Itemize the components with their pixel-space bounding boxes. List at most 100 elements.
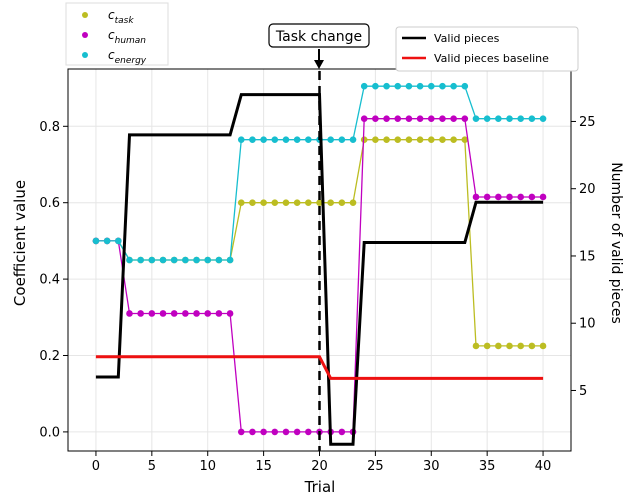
point-c-task	[528, 342, 536, 350]
x-tick-label: 0	[92, 459, 100, 474]
y-axis-right: 5 10 15 20 25	[571, 115, 596, 399]
point-c-energy	[148, 256, 156, 264]
task-change-label: Task change	[275, 29, 362, 45]
point-c-energy	[293, 136, 301, 143]
point-c-task	[506, 342, 513, 350]
point-c-task	[383, 136, 390, 143]
point-c-human	[170, 310, 178, 317]
x-tick-label: 10	[199, 459, 216, 474]
point-c-human	[293, 428, 301, 436]
point-c-energy	[237, 136, 245, 143]
point-c-energy	[349, 136, 357, 143]
point-c-human	[394, 115, 402, 122]
point-c-energy	[193, 256, 200, 264]
x-tick-label: 35	[479, 459, 496, 474]
point-c-human	[495, 193, 502, 201]
legend-label-valid-pieces-baseline: Valid pieces baseline	[434, 52, 549, 65]
point-c-energy	[282, 136, 290, 143]
point-c-human	[282, 428, 290, 436]
point-c-human	[226, 310, 234, 317]
point-c-human	[517, 193, 524, 201]
point-c-human	[305, 428, 312, 436]
point-c-task	[338, 199, 346, 206]
x-tick-label: 30	[423, 459, 440, 474]
point-c-human	[416, 115, 424, 122]
legend-swatch-c-human	[82, 32, 88, 38]
point-c-energy	[495, 115, 502, 122]
point-c-human	[383, 115, 390, 122]
y-left-tick-label: 0.0	[39, 425, 60, 440]
point-c-energy	[427, 82, 435, 90]
point-c-energy	[115, 237, 122, 245]
point-c-task	[472, 342, 480, 350]
point-c-energy	[506, 115, 513, 122]
point-c-energy	[305, 136, 312, 143]
x-axis-label: Trial	[304, 478, 336, 496]
legend-label-c-task: ctask	[108, 8, 134, 26]
point-c-human	[271, 428, 279, 436]
point-c-human	[215, 310, 223, 317]
point-c-energy	[372, 82, 379, 90]
task-change-box	[268, 23, 370, 48]
point-c-human	[159, 310, 167, 317]
x-tick-label: 20	[311, 459, 328, 474]
point-c-task	[461, 136, 469, 143]
legend-swatch-c-energy	[82, 52, 88, 58]
point-c-human	[237, 428, 245, 436]
point-c-task	[517, 342, 524, 350]
point-c-human	[506, 193, 513, 201]
point-c-energy	[126, 256, 133, 264]
y-right-tick-label: 15	[579, 249, 596, 264]
point-c-energy	[528, 115, 536, 122]
x-tick-label: 15	[255, 459, 272, 474]
point-c-task	[360, 136, 368, 143]
y-right-tick-label: 20	[579, 182, 596, 197]
point-c-human	[360, 115, 368, 122]
series-line-valid-pieces-baseline	[95, 355, 544, 380]
y-axis-left: 0.0 0.2 0.4 0.6 0.8	[39, 120, 68, 440]
point-c-human	[204, 310, 212, 317]
point-c-human	[249, 428, 256, 436]
legend-label-c-human: chuman	[108, 28, 146, 46]
x-tick-label: 40	[535, 459, 552, 474]
y-left-tick-label: 0.4	[39, 273, 60, 288]
legend-label-valid-pieces: Valid pieces	[434, 32, 500, 45]
point-c-task	[427, 136, 435, 143]
point-c-energy	[450, 82, 457, 90]
point-c-human	[126, 310, 133, 317]
point-c-energy	[271, 136, 279, 143]
point-c-energy	[103, 237, 111, 245]
point-c-task	[372, 136, 379, 143]
point-c-energy	[517, 115, 524, 122]
point-c-human	[528, 193, 536, 201]
point-c-human	[338, 428, 346, 436]
y-left-tick-label: 0.2	[39, 349, 60, 364]
point-c-human	[472, 193, 480, 201]
legend-swatch-c-task	[82, 12, 88, 18]
x-axis: 0 5 10 15 20 25 30 35 40	[92, 451, 552, 474]
point-c-energy	[226, 256, 234, 264]
point-c-energy	[260, 136, 267, 143]
point-c-task	[483, 342, 491, 350]
point-c-task	[305, 199, 312, 206]
point-c-human	[450, 115, 457, 122]
point-c-task	[416, 136, 424, 143]
point-c-energy	[137, 256, 144, 264]
point-c-human	[539, 193, 547, 201]
point-c-energy	[439, 82, 446, 90]
point-c-energy	[338, 136, 346, 143]
point-c-human	[260, 428, 267, 436]
point-c-energy	[360, 82, 368, 90]
point-c-human	[137, 310, 144, 317]
point-c-human	[439, 115, 446, 122]
point-c-energy	[472, 115, 480, 122]
task-change-annotation: Task change	[268, 23, 370, 69]
point-c-task	[260, 199, 267, 206]
legend-pieces: Valid pieces Valid pieces baseline	[395, 26, 579, 72]
x-tick-label: 25	[367, 459, 384, 474]
point-c-task	[271, 199, 279, 206]
y-right-tick-label: 25	[579, 115, 596, 130]
point-c-task	[293, 199, 301, 206]
point-c-energy	[327, 136, 334, 143]
